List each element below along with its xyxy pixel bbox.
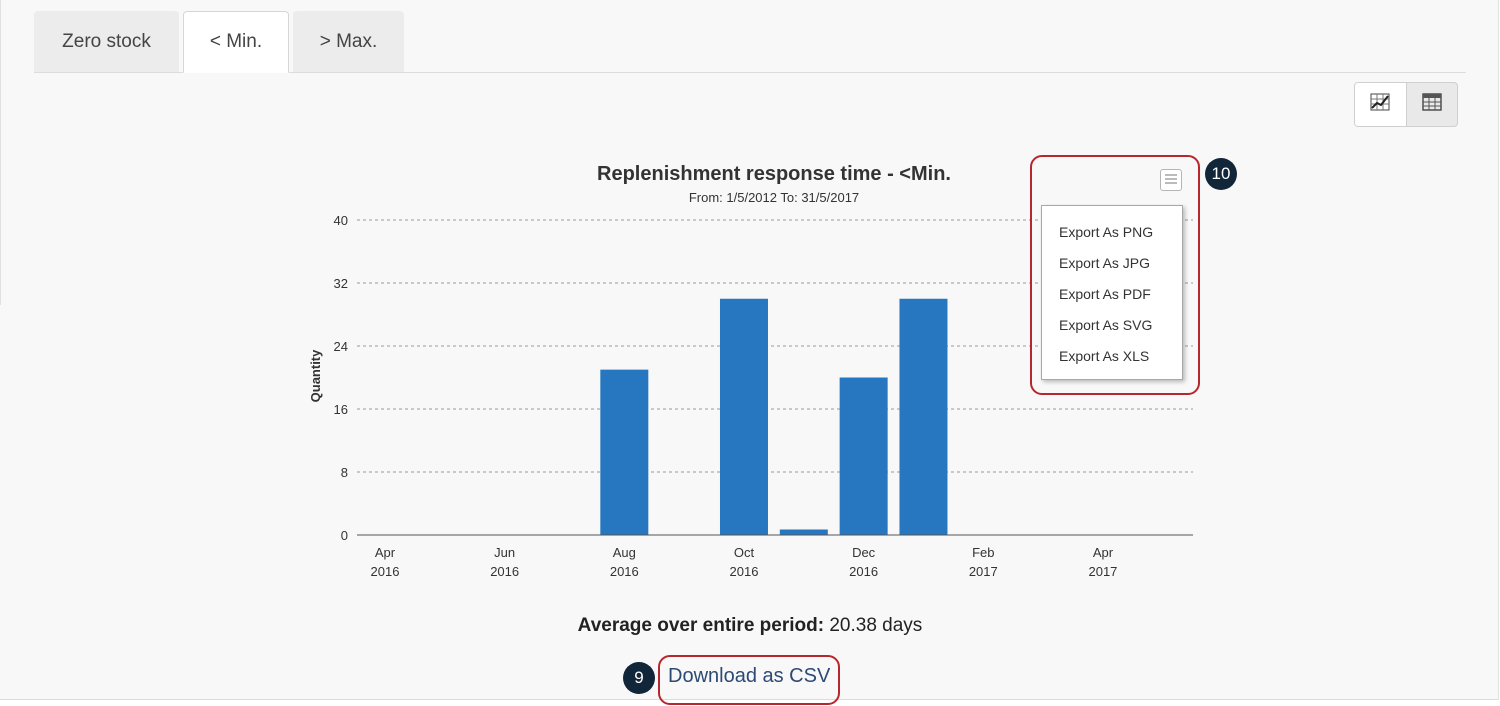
x-tick-month: Oct [734,545,755,560]
y-tick-label: 16 [334,402,348,417]
x-tick-year: 2016 [730,564,759,579]
x-tick-month: Aug [613,545,636,560]
x-tick-month: Dec [852,545,876,560]
export-xls-item[interactable]: Export As XLS [1059,348,1150,364]
x-tick-year: 2016 [610,564,639,579]
menu-icon [1165,171,1177,189]
tab-max[interactable]: > Max. [293,11,404,72]
x-tick-year: 2017 [969,564,998,579]
export-pdf-item[interactable]: Export As PDF [1059,286,1151,302]
x-tick-year: 2016 [490,564,519,579]
average-label: Average over entire period: [577,615,825,636]
table-icon [1422,93,1442,116]
x-tick-month: Apr [1093,545,1114,560]
y-axis-label: Quantity [308,349,323,402]
bars [600,298,948,535]
tab-zero-stock[interactable]: Zero stock [34,11,179,72]
y-tick-label: 0 [341,528,348,543]
callout-badge-export: 10 [1205,158,1237,190]
x-tick-year: 2016 [371,564,400,579]
bar [839,377,888,535]
chart-subtitle: From: 1/5/2012 To: 31/5/2017 [689,190,859,205]
tab-min[interactable]: < Min. [183,11,289,73]
bar [779,529,828,535]
bar [899,298,948,535]
y-tick-label: 24 [334,339,348,354]
x-tick-year: 2017 [1088,564,1117,579]
export-menu: Export As PNG Export As JPG Export As PD… [1041,205,1183,380]
export-png-item[interactable]: Export As PNG [1059,224,1154,240]
export-menu-button[interactable] [1160,169,1182,191]
bar [719,298,768,535]
chart-icon [1370,93,1390,116]
export-svg-item[interactable]: Export As SVG [1059,317,1153,333]
panel-border [0,0,1,305]
table-view-button[interactable] [1407,83,1458,126]
average-value: 20.38 days [829,615,923,636]
x-tick-month: Apr [375,545,396,560]
chart-view-button[interactable] [1355,83,1407,126]
download-callout-box [658,655,840,705]
x-tick-month: Feb [972,545,994,560]
export-callout-box [1030,155,1200,395]
callout-badge-download: 9 [623,662,655,694]
y-tick-label: 40 [334,213,348,228]
y-tick-label: 8 [341,465,348,480]
x-tick-year: 2016 [849,564,878,579]
y-tick-label: 32 [334,276,348,291]
chart-title: Replenishment response time - <Min. [597,163,951,185]
y-axis-ticks: 40 32 24 16 8 0 [334,213,348,543]
x-axis-ticks: Apr 2016 Jun 2016 Aug 2016 Oct 2016 Dec 2016 Feb 20… [371,545,1118,579]
view-toggle [1354,82,1458,127]
tabs-divider [34,72,1466,73]
export-jpg-item[interactable]: Export As JPG [1059,255,1151,271]
download-csv-link[interactable]: Download as CSV [668,665,831,687]
x-tick-month: Jun [494,545,515,560]
average-summary: Average over entire period: 20.38 days [0,615,1500,637]
bar [600,369,649,535]
